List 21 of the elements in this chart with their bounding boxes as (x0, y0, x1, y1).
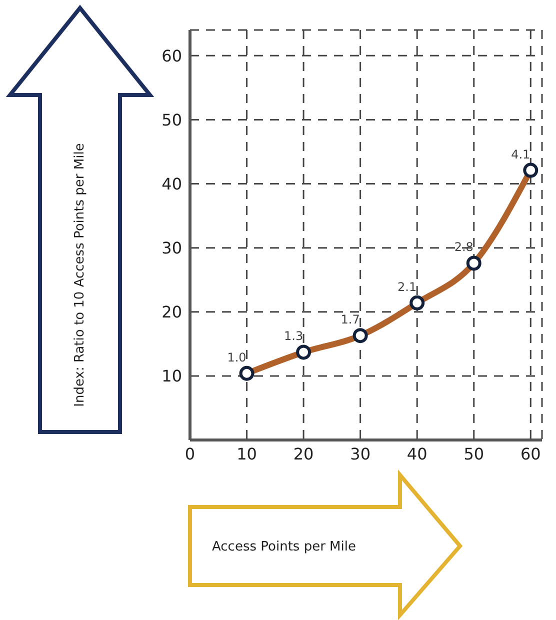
x-tick-label: 20 (293, 444, 314, 464)
y-tick-label: 20 (162, 302, 182, 322)
y-tick-label: 40 (162, 174, 182, 194)
x-tick-label: 0 (184, 444, 196, 464)
x-tick-label: 40 (406, 444, 428, 464)
text: Index: Ratio to 10 Access Points per Mile (72, 143, 88, 407)
annotation: 1.3 (284, 329, 304, 344)
x-tick-label: 50 (464, 444, 484, 464)
x-tick-label: 30 (350, 444, 370, 464)
annotation: 4.1 (511, 147, 530, 162)
annotation: 2.1 (398, 280, 417, 294)
x-tick-label: 10 (236, 444, 257, 464)
x-tick-label: 60 (520, 444, 541, 464)
annotation: 1.7 (340, 312, 360, 327)
y-tick-label: 50 (162, 110, 182, 130)
text: Access Points per Mile (212, 540, 356, 555)
y-tick-label: 60 (162, 46, 182, 66)
annotation: 1.0 (227, 350, 246, 364)
y-tick-label: 10 (162, 366, 182, 386)
annotation: 2.8 (454, 240, 474, 254)
y-tick-label: 30 (162, 238, 182, 258)
